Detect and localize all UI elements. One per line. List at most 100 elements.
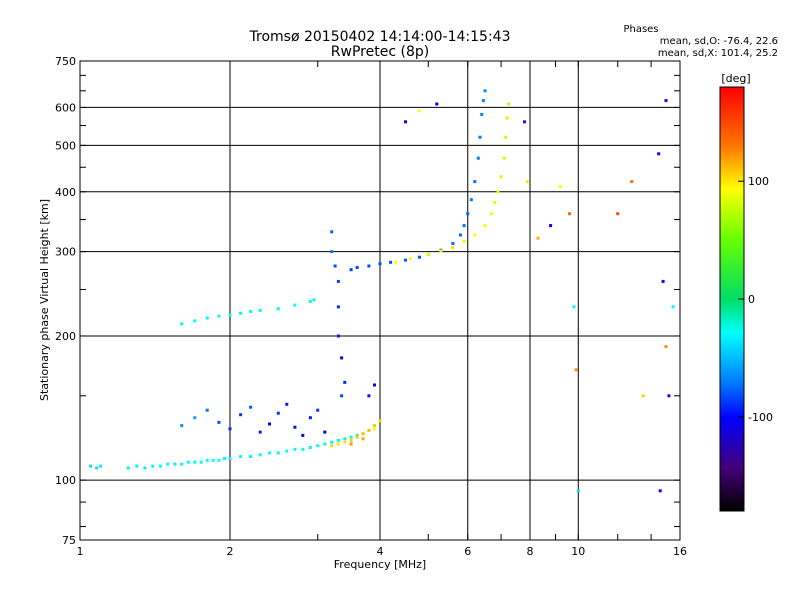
data-point — [505, 116, 509, 120]
data-point — [312, 298, 316, 302]
data-point — [549, 224, 553, 228]
data-point — [558, 185, 562, 189]
data-point — [630, 180, 634, 184]
data-point — [502, 156, 506, 160]
data-point — [135, 464, 139, 468]
data-point — [343, 437, 347, 441]
colorbar-tick-label: 100 — [748, 175, 769, 188]
data-point — [180, 322, 184, 326]
data-point — [355, 266, 359, 269]
data-point — [458, 233, 462, 237]
data-point — [239, 455, 243, 459]
data-point — [301, 433, 305, 437]
data-point — [451, 246, 455, 249]
data-point — [308, 416, 312, 420]
data-point — [473, 233, 477, 237]
x-tick-label: 2 — [227, 545, 234, 558]
data-point — [258, 309, 262, 312]
y-tick-label: 75 — [62, 534, 76, 547]
x-tick-label: 8 — [527, 545, 534, 558]
data-point — [574, 368, 578, 372]
data-point — [408, 257, 412, 261]
data-point — [361, 432, 365, 436]
data-point — [336, 442, 340, 446]
data-point — [323, 442, 327, 446]
data-point — [389, 260, 393, 264]
data-point — [333, 264, 337, 268]
data-point — [268, 451, 271, 455]
data-point — [308, 300, 312, 303]
y-tick-label: 750 — [55, 55, 76, 68]
data-point — [143, 466, 147, 470]
x-tick-label: 4 — [377, 545, 384, 558]
chart-title: Tromsø 20150402 14:14:00-14:15:43 — [249, 29, 511, 45]
data-point — [355, 435, 359, 439]
data-point — [667, 394, 671, 398]
data-point — [330, 440, 334, 444]
data-point — [276, 451, 280, 455]
data-point — [223, 456, 226, 460]
data-point — [664, 99, 668, 103]
data-point — [126, 466, 130, 470]
data-point — [473, 180, 477, 184]
data-point — [258, 430, 262, 434]
data-point — [330, 230, 334, 234]
data-point — [239, 311, 243, 315]
data-point — [373, 427, 376, 431]
data-points — [89, 89, 675, 493]
data-point — [462, 224, 466, 228]
data-point — [249, 455, 253, 459]
data-point — [180, 462, 184, 466]
data-point — [336, 305, 340, 309]
data-point — [217, 420, 221, 424]
data-point — [217, 458, 221, 462]
data-point — [349, 268, 353, 272]
data-point — [536, 236, 540, 240]
data-point — [469, 198, 473, 202]
data-point — [340, 356, 344, 360]
data-point — [308, 446, 312, 449]
data-point — [211, 458, 215, 462]
data-point — [95, 466, 99, 470]
data-point — [507, 102, 511, 106]
chart-subtitle: RwPretec (8p) — [331, 44, 429, 60]
data-point — [217, 314, 221, 318]
colorbar-tick-label: 0 — [748, 293, 755, 306]
data-point — [355, 433, 359, 437]
data-point — [462, 240, 466, 243]
data-point — [476, 156, 480, 160]
data-point — [499, 175, 503, 179]
x-tick-label: 16 — [673, 545, 687, 558]
data-point — [483, 224, 487, 228]
data-point — [293, 303, 297, 307]
data-point — [451, 242, 455, 245]
data-point — [228, 427, 232, 431]
data-point — [340, 394, 344, 398]
data-point — [285, 449, 289, 453]
y-tick-label: 600 — [55, 101, 76, 114]
y-axis-label: Stationary phase Virtual Height [km] — [38, 199, 51, 401]
data-point — [661, 279, 665, 283]
data-point — [249, 310, 253, 313]
data-point — [193, 416, 197, 420]
data-point — [316, 444, 320, 448]
x-tick-label: 6 — [464, 545, 471, 558]
data-point — [349, 439, 353, 442]
data-point — [330, 444, 334, 448]
minor-ticks — [79, 60, 681, 541]
data-point — [205, 458, 209, 462]
x-axis-label: Frequency [MHz] — [334, 558, 426, 571]
data-point — [671, 305, 675, 309]
data-point — [418, 109, 421, 113]
data-point — [276, 307, 280, 311]
y-tick-label: 200 — [55, 330, 76, 343]
data-point — [330, 250, 334, 254]
data-point — [316, 408, 320, 412]
data-point — [173, 462, 177, 466]
data-point — [657, 152, 661, 156]
data-point — [89, 464, 93, 468]
data-point — [658, 489, 662, 493]
data-point — [435, 102, 439, 106]
data-point — [572, 305, 576, 309]
data-point — [394, 260, 398, 264]
